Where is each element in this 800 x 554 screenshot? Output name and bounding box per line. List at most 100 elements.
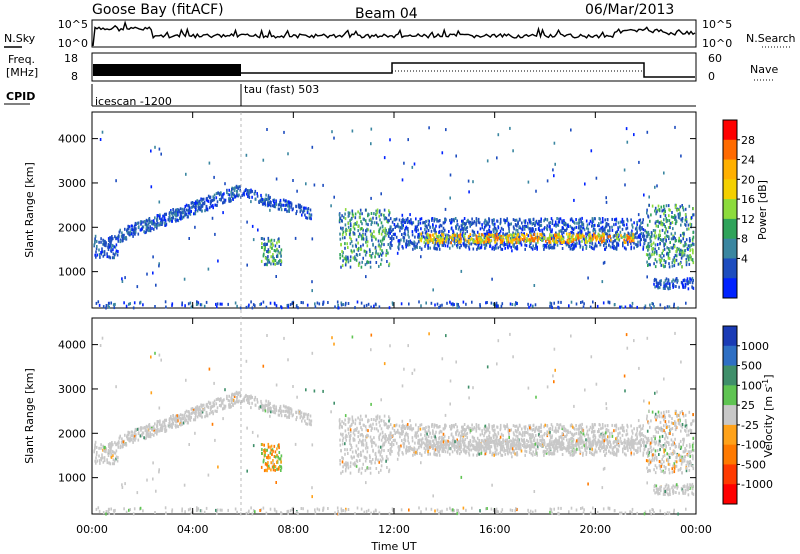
- range-gate-cell: [405, 239, 408, 243]
- range-gate-cell: [411, 230, 414, 234]
- range-gate-cell: [446, 301, 448, 305]
- range-gate-cell: [119, 238, 122, 242]
- range-gate-cell: [117, 456, 119, 459]
- range-gate-cell: [643, 238, 646, 242]
- range-gate-cell: [190, 411, 193, 415]
- range-gate-cell: [264, 409, 267, 413]
- range-gate-cell: [218, 193, 221, 197]
- range-gate-cell: [503, 449, 505, 453]
- range-gate-cell: [184, 418, 187, 422]
- range-gate-cell: [279, 404, 282, 408]
- range-gate-cell: [511, 235, 514, 239]
- range-gate-cell: [115, 249, 118, 253]
- range-gate-cell: [399, 229, 401, 233]
- range-gate-cell: [125, 304, 128, 308]
- range-gate-cell: [267, 236, 270, 240]
- freq-left-bottom-tick: 8: [71, 70, 78, 83]
- range-gate-cell: [449, 447, 452, 451]
- range-gate-cell: [560, 241, 563, 245]
- range-gate-cell: [248, 191, 250, 195]
- range-gate-cell: [557, 300, 560, 304]
- range-gate-cell: [272, 465, 275, 469]
- range-gate-cell: [508, 436, 510, 439]
- range-gate-cell: [561, 237, 564, 241]
- range-gate-cell: [361, 439, 364, 443]
- range-gate-cell: [375, 415, 377, 419]
- range-gate-cell: [259, 199, 262, 203]
- range-gate-cell: [354, 212, 357, 216]
- range-gate-cell: [159, 422, 161, 426]
- range-gate-cell: [356, 300, 359, 304]
- range-gate-cell: [193, 212, 195, 216]
- range-gate-cell: [106, 255, 109, 259]
- range-gate-cell: [230, 195, 233, 198]
- range-gate-cell: [598, 224, 600, 228]
- range-gate-cell: [549, 227, 551, 231]
- range-gate-cell: [424, 242, 427, 246]
- range-gate-cell: [606, 233, 609, 236]
- range-gate-cell: [272, 253, 274, 256]
- range-gate-cell: [114, 235, 116, 239]
- range-gate-cell: [539, 237, 542, 240]
- range-gate-cell: [630, 231, 633, 235]
- range-gate-cell: [115, 179, 117, 183]
- range-gate-cell: [287, 152, 289, 156]
- range-gate-cell: [119, 446, 122, 450]
- range-gate-cell: [341, 219, 343, 223]
- range-gate-cell: [407, 138, 409, 142]
- range-gate-cell: [294, 236, 297, 240]
- range-gate-cell: [228, 188, 230, 192]
- range-gate-cell: [169, 423, 171, 427]
- range-gate-cell: [508, 227, 510, 231]
- range-gate-cell: [539, 224, 541, 228]
- range-gate-cell: [384, 230, 386, 234]
- range-gate-cell: [241, 399, 243, 403]
- range-gate-cell: [617, 441, 620, 445]
- range-gate-cell: [369, 435, 372, 439]
- range-gate-cell: [421, 236, 423, 240]
- range-gate-cell: [181, 207, 184, 211]
- range-gate-cell: [562, 221, 564, 225]
- range-gate-cell: [667, 235, 669, 238]
- range-gate-cell: [209, 408, 212, 412]
- range-gate-cell: [232, 404, 234, 407]
- range-gate-cell: [663, 212, 665, 216]
- range-gate-cell: [675, 285, 677, 288]
- range-gate-cell: [372, 235, 375, 238]
- range-gate-cell: [397, 224, 399, 228]
- range-gate-cell: [557, 429, 560, 433]
- range-gate-cell: [529, 240, 531, 244]
- range-gate-cell: [176, 424, 179, 428]
- range-gate-cell: [153, 221, 155, 224]
- range-gate-cell: [383, 156, 386, 160]
- range-gate-cell: [684, 249, 686, 253]
- range-gate-cell: [256, 400, 259, 404]
- range-gate-cell: [529, 230, 531, 234]
- range-gate-cell: [260, 399, 262, 403]
- range-gate-cell: [267, 194, 270, 198]
- range-gate-cell: [144, 221, 147, 225]
- range-gate-cell: [370, 142, 372, 146]
- range-gate-cell: [677, 212, 680, 216]
- range-gate-cell: [488, 230, 491, 234]
- range-gate-cell: [684, 222, 686, 226]
- range-gate-cell: [426, 236, 428, 240]
- range-gate-cell: [464, 231, 467, 235]
- range-gate-cell: [579, 244, 582, 248]
- range-gate-cell: [392, 232, 395, 236]
- range-gate-cell: [231, 398, 234, 402]
- range-gate-cell: [552, 246, 554, 250]
- range-gate-cell: [613, 234, 616, 238]
- range-gate-cell: [359, 433, 362, 437]
- range-gate-cell: [427, 244, 429, 248]
- range-gate-cell: [525, 431, 528, 434]
- range-gate-cell: [620, 234, 622, 238]
- range-gate-cell: [372, 422, 374, 426]
- range-gate-cell: [211, 405, 214, 409]
- range-gate-cell: [522, 233, 525, 237]
- range-gate-cell: [378, 210, 381, 214]
- range-gate-cell: [492, 302, 495, 306]
- range-gate-cell: [262, 460, 265, 464]
- range-gate-cell: [158, 147, 161, 151]
